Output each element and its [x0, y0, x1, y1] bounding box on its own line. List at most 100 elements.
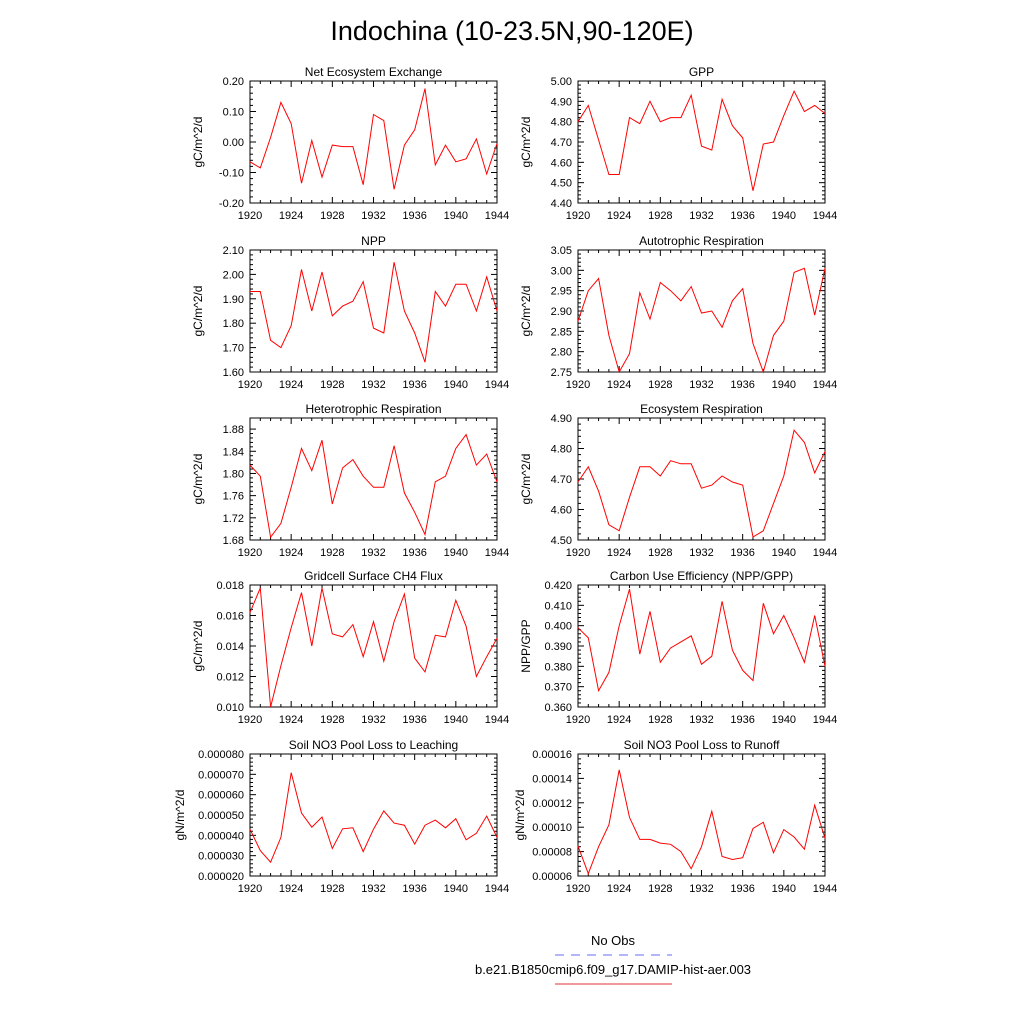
- x-tick-label: 1932: [689, 379, 713, 391]
- x-tick-label: 1944: [813, 883, 837, 895]
- x-tick-label: 1936: [402, 883, 426, 895]
- plot-frame: [249, 417, 498, 541]
- panel-title: Autotrophic Respiration: [639, 234, 764, 248]
- panel-title: Net Ecosystem Exchange: [305, 65, 443, 79]
- y-tick-label: 4.40: [551, 198, 572, 210]
- panel-title: Gridcell Surface CH4 Flux: [304, 569, 443, 583]
- y-tick-label: 0.00016: [532, 749, 572, 761]
- x-tick-label: 1928: [648, 714, 672, 726]
- x-tick-label: 1940: [772, 883, 796, 895]
- y-tick-label: 4.70: [551, 474, 572, 486]
- x-tick-label: 1924: [279, 210, 303, 222]
- x-tick-label: 1928: [648, 210, 672, 222]
- x-tick-label: 1936: [402, 714, 426, 726]
- y-tick-label: 4.50: [551, 535, 572, 547]
- x-tick-label: 1936: [730, 883, 754, 895]
- x-tick-label: 1920: [566, 547, 590, 559]
- y-tick-label: 0.10: [223, 107, 244, 119]
- y-tick-label: 0.016: [216, 611, 244, 623]
- y-tick-label: 2.80: [551, 347, 572, 359]
- x-tick-label: 1940: [772, 714, 796, 726]
- y-axis-label: gN/m^2/d: [173, 790, 187, 841]
- plot-frame: [577, 417, 826, 541]
- x-tick-label: 1924: [607, 210, 631, 222]
- x-tick-label: 1932: [361, 714, 385, 726]
- x-tick-label: 1944: [485, 883, 509, 895]
- legend-label-model: b.e21.B1850cmip6.f09_g17.DAMIP-hist-aer.…: [475, 962, 751, 977]
- x-tick-label: 1944: [485, 379, 509, 391]
- y-tick-label: 1.88: [223, 424, 244, 436]
- y-tick-label: 2.00: [223, 269, 244, 281]
- x-tick-label: 1932: [689, 547, 713, 559]
- y-tick-label: 0.380: [544, 661, 572, 673]
- series-line: [577, 267, 826, 374]
- x-tick-label: 1924: [279, 379, 303, 391]
- y-tick-label: 1.68: [223, 535, 244, 547]
- y-tick-label: 1.84: [223, 446, 244, 458]
- y-tick-label: 4.60: [551, 157, 572, 169]
- x-tick-label: 1944: [813, 210, 837, 222]
- y-tick-label: 0.390: [544, 641, 572, 653]
- y-tick-label: 0.00012: [532, 798, 572, 810]
- x-tick-label: 1920: [238, 379, 262, 391]
- x-tick-label: 1940: [772, 379, 796, 391]
- y-tick-label: 1.70: [223, 343, 244, 355]
- panel-title: Carbon Use Efficiency (NPP/GPP): [610, 569, 793, 583]
- plot-frame: [249, 249, 498, 373]
- x-tick-label: 1928: [648, 547, 672, 559]
- x-tick-label: 1936: [730, 210, 754, 222]
- y-tick-label: 4.80: [551, 444, 572, 456]
- y-axis-label: gC/m^2/d: [191, 117, 205, 168]
- y-tick-label: 4.90: [551, 96, 572, 108]
- x-tick-label: 1924: [279, 547, 303, 559]
- panel-title: Soil NO3 Pool Loss to Runoff: [624, 738, 781, 752]
- y-tick-label: 0.360: [544, 702, 572, 714]
- y-tick-label: 0.00006: [532, 871, 572, 883]
- y-tick-label: 1.72: [223, 513, 244, 525]
- panel-title: Heterotrophic Respiration: [305, 402, 441, 416]
- y-axis-label: gC/m^2/d: [191, 286, 205, 337]
- y-axis-label: gC/m^2/d: [519, 117, 533, 168]
- y-tick-label: 2.10: [223, 245, 244, 257]
- panel-gpp: GPP 1920 1924 1928 1932 1936 1940 1944 4.40 4.50 4…: [519, 65, 837, 222]
- x-tick-label: 1936: [402, 210, 426, 222]
- x-tick-label: 1940: [444, 883, 468, 895]
- y-tick-label: 0.000050: [198, 810, 244, 822]
- panel-title: GPP: [689, 65, 714, 79]
- y-tick-label: 0.00010: [532, 822, 572, 834]
- x-tick-label: 1940: [772, 547, 796, 559]
- x-tick-label: 1920: [238, 714, 262, 726]
- panel-title: Ecosystem Respiration: [640, 402, 763, 416]
- x-tick-label: 1940: [444, 714, 468, 726]
- y-tick-label: 0.420: [544, 580, 572, 592]
- series-line: [249, 772, 498, 864]
- y-tick-label: 2.85: [551, 326, 572, 338]
- y-tick-label: 4.60: [551, 505, 572, 517]
- x-tick-label: 1924: [607, 714, 631, 726]
- y-tick-label: 4.50: [551, 178, 572, 190]
- x-tick-label: 1920: [566, 714, 590, 726]
- x-tick-label: 1920: [238, 210, 262, 222]
- series-line: [577, 769, 826, 876]
- x-tick-label: 1940: [772, 210, 796, 222]
- panel-autotrophic-respiration: Autotrophic Respiration 1920 1924 1928 1932 1…: [519, 234, 837, 391]
- plot-frame: [577, 249, 826, 373]
- x-tick-label: 1932: [361, 379, 385, 391]
- panel-heterotrophic-respiration: Heterotrophic Respiration 1920 1924 1928 193…: [191, 402, 509, 559]
- x-tick-label: 1936: [402, 547, 426, 559]
- y-tick-label: 2.90: [551, 306, 572, 318]
- y-tick-label: 4.70: [551, 137, 572, 149]
- x-tick-label: 1940: [444, 210, 468, 222]
- x-tick-label: 1924: [607, 547, 631, 559]
- y-axis-label: NPP/GPP: [519, 619, 533, 672]
- y-tick-label: 0.370: [544, 682, 572, 694]
- y-tick-label: 0.20: [223, 76, 244, 88]
- y-tick-label: 0.00014: [532, 773, 572, 785]
- x-tick-label: 1920: [566, 883, 590, 895]
- x-tick-label: 1924: [607, 379, 631, 391]
- x-tick-label: 1924: [279, 714, 303, 726]
- x-tick-label: 1928: [320, 883, 344, 895]
- plot-frame: [249, 753, 498, 877]
- y-tick-label: 3.00: [551, 265, 572, 277]
